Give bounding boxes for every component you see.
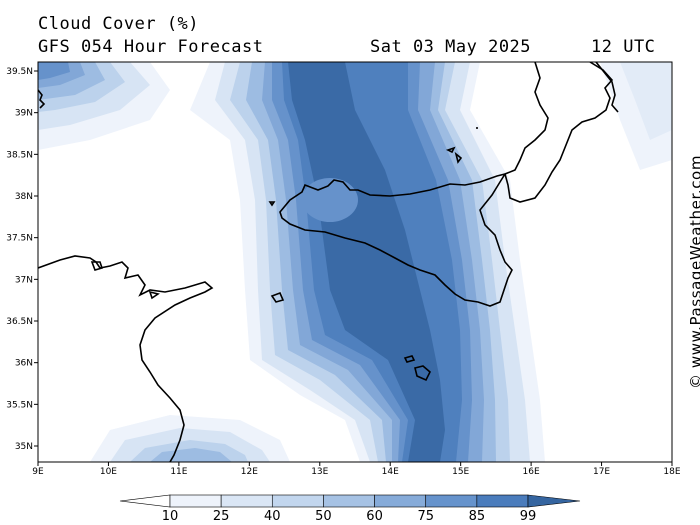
latitude-axis: 39.5N 39N 38.5N 38N 37.5N 37N 36.5N 36N 35.5N 35N (6, 67, 38, 452)
cloud-band-99 (288, 62, 445, 462)
legend-swatch (476, 494, 529, 508)
lon-tick-label: 10E (100, 467, 117, 477)
lat-tick-label: 35N (15, 442, 33, 452)
legend-value: 85 (469, 509, 486, 524)
lat-tick-label: 37.5N (6, 234, 33, 244)
kerkennah (148, 290, 160, 300)
lon-tick-label: 9E (32, 467, 44, 477)
cloud-band-25-ne (620, 62, 672, 140)
lon-tick-label: 14E (382, 467, 399, 477)
tunisia-islet (90, 261, 104, 271)
legend-value: 40 (264, 509, 281, 524)
forecast-date: Sat 03 May 2025 (370, 37, 532, 57)
legend-arrow-low (119, 494, 171, 508)
lat-tick-label: 35.5N (6, 400, 33, 410)
sardinia-coast (38, 89, 46, 109)
color-legend: 10 25 40 50 60 75 85 99 (119, 494, 581, 524)
lon-tick-label: 17E (593, 467, 610, 477)
lon-tick-label: 15E (452, 467, 469, 477)
lat-tick-label: 39.5N (6, 67, 33, 77)
legend-swatch (169, 494, 222, 508)
legend-swatch (374, 494, 427, 508)
lat-tick-label: 39N (15, 109, 33, 119)
lon-tick-label: 12E (241, 467, 258, 477)
longitude-axis: 9E 10E 11E 12E 13E 14E 15E 16E 17E 18E (32, 462, 681, 477)
legend-swatch (425, 494, 478, 508)
lon-tick-label: 11E (170, 467, 187, 477)
pantelleria (270, 291, 285, 303)
legend-value: 50 (315, 509, 332, 524)
tunisia-coast (38, 255, 214, 462)
plot-frame (37, 61, 673, 463)
aeolian-islands (445, 146, 463, 164)
coastlines (38, 62, 619, 462)
legend-arrow-high (527, 494, 581, 508)
cloud-band-50-south (150, 448, 232, 462)
lon-tick-label: 18E (663, 467, 680, 477)
legend-value: 60 (366, 509, 383, 524)
lat-tick-label: 36.5N (6, 317, 33, 327)
legend-value: 75 (417, 509, 434, 524)
forecast-model: GFS 054 Hour Forecast (38, 37, 264, 57)
lat-tick-label: 37N (15, 275, 33, 285)
malta (403, 355, 431, 382)
lat-tick-label: 38.5N (6, 150, 33, 160)
ustica (268, 201, 276, 207)
forecast-time: 12 UTC (591, 37, 656, 57)
cloud-band-75-west (38, 62, 70, 80)
legend-swatch (220, 494, 273, 508)
legend-value: 10 (162, 509, 179, 524)
lon-tick-label: 13E (311, 467, 328, 477)
lat-tick-label: 38N (15, 192, 33, 202)
calabria-coast (504, 62, 614, 203)
legend-value: 25 (213, 509, 230, 524)
sicily-coast (279, 172, 513, 307)
lon-tick-label: 16E (523, 467, 540, 477)
legend-value: 99 (520, 509, 537, 524)
chart-title: Cloud Cover (%) (38, 14, 200, 34)
credit-text: © www.PassageWeather.com (687, 154, 700, 389)
lat-tick-label: 36N (15, 359, 33, 369)
legend-swatch (323, 494, 375, 508)
cloud-cover-field (38, 62, 672, 462)
calabria-tip (595, 62, 619, 113)
legend-swatch (271, 494, 324, 508)
